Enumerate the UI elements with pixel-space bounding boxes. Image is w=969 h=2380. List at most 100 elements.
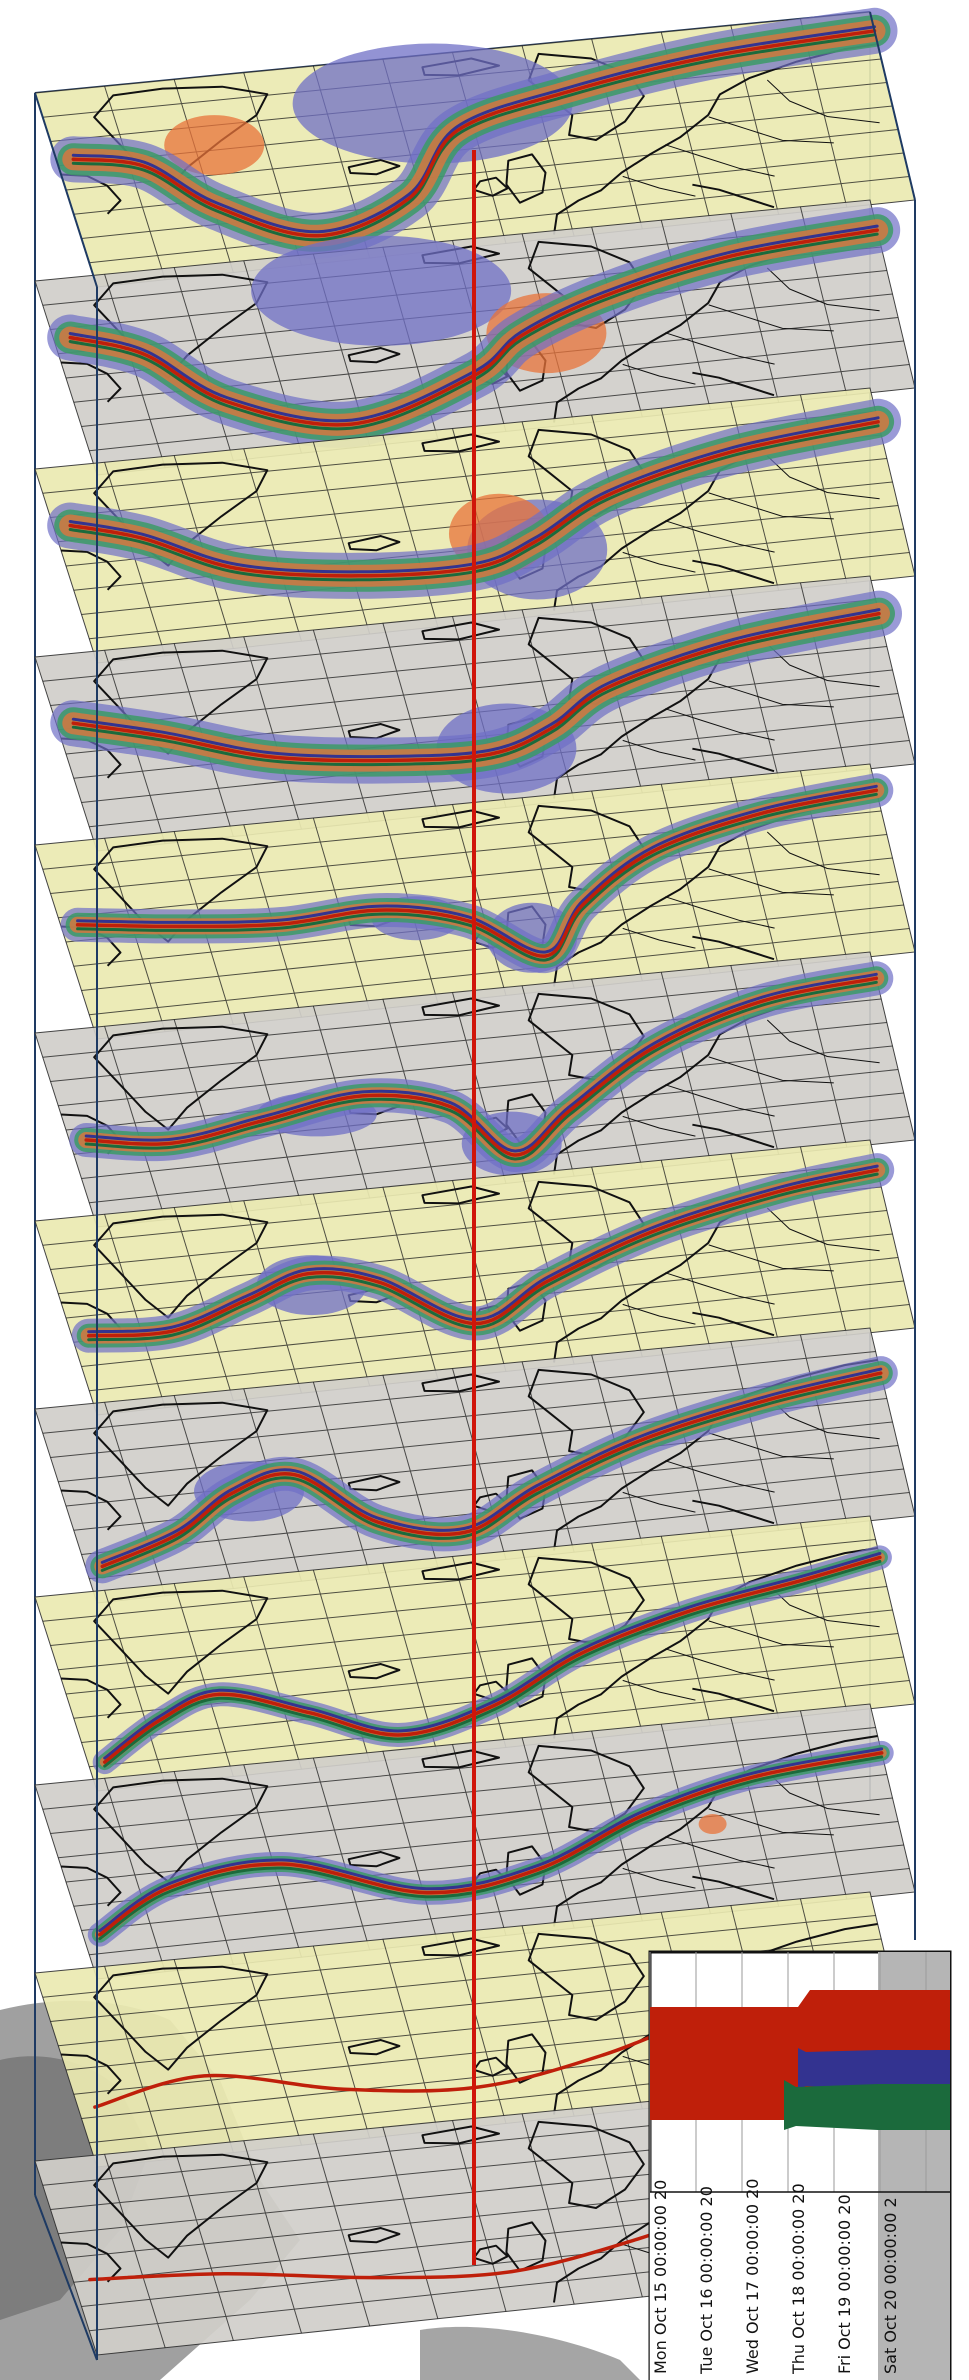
country-border [664, 896, 775, 929]
country-border [622, 1115, 696, 1137]
parallel-line [89, 1680, 910, 1768]
country-border [708, 492, 834, 520]
coastline [347, 1851, 401, 1868]
country-border [708, 1244, 834, 1272]
ensemble-member-line [100, 1375, 883, 1572]
jetstream-ensemble [50, 590, 902, 784]
timeline-date-label: Wed Oct 17 00:00:00 20 [743, 2179, 762, 2374]
timeline-date-labels: Mon Oct 15 00:00:00 20 Tue Oct 16 00:00:… [651, 2179, 900, 2375]
country-border [622, 175, 696, 197]
coastline [60, 361, 122, 403]
ensemble-member-line [71, 616, 881, 767]
ensemble-member-line [103, 1551, 882, 1760]
coastline [692, 371, 775, 397]
ensemble-member-line [84, 972, 878, 1153]
timeline-green-member-bar [784, 2080, 950, 2130]
country-border [708, 1056, 834, 1084]
country-border [708, 304, 834, 332]
coastline [505, 153, 547, 204]
jetstream-ensemble [69, 961, 894, 1172]
timeline-date-label: Fri Oct 19 00:00:00 20 [835, 2194, 854, 2374]
ensemble-member-line-red [75, 788, 879, 958]
ensemble-member-line [103, 1559, 882, 1768]
parallel-line [42, 1163, 876, 1246]
box-edge-top-right [869, 11, 916, 201]
country-border [708, 116, 834, 144]
ensemble-member-line-red [86, 1168, 879, 1338]
ensemble-member-line [76, 792, 878, 962]
ensemble-member-line-red [98, 1751, 884, 1937]
coastline [93, 1777, 269, 1883]
country-border [664, 1084, 775, 1117]
country-border [664, 1836, 775, 1869]
timeline-label-shade [878, 2192, 950, 2380]
ensemble-member-line [71, 33, 876, 242]
coastline [421, 1937, 500, 1957]
timeline-date-label: Thu Oct 18 00:00:00 20 [789, 2183, 808, 2375]
coastline [347, 2039, 401, 2056]
parallel-line [50, 1750, 882, 1834]
parallel-line [42, 599, 876, 682]
parallel-line [89, 552, 910, 640]
parallel-line [42, 975, 876, 1058]
country-border [766, 455, 880, 500]
jetstream-ensemble [87, 1740, 894, 1947]
ensemble-member-line [98, 1747, 884, 1933]
country-border [622, 363, 696, 385]
parallel-line [42, 1539, 876, 1622]
coastline [692, 1311, 775, 1337]
coastline [60, 2241, 122, 2283]
timeline-date-label: Mon Oct 15 00:00:00 20 [651, 2180, 670, 2374]
coastline [347, 1663, 401, 1680]
timeline-frame: Mon Oct 15 00:00:00 20 Tue Oct 16 00:00:… [648, 1950, 952, 2380]
coastline [347, 535, 401, 552]
coastline [421, 1185, 500, 1205]
country-border [708, 1808, 834, 1836]
coastline [60, 2053, 122, 2095]
ensemble-member-line [98, 1755, 884, 1941]
country-border [664, 520, 775, 553]
country-border [622, 739, 696, 761]
parallel-line [65, 1045, 893, 1131]
jetstream-ensemble [50, 7, 898, 259]
ensemble-member-line-red [71, 29, 877, 238]
country-border [622, 1491, 696, 1513]
box-edge-bottom-left [34, 2194, 98, 2361]
ensemble-member-line-red [102, 1555, 882, 1764]
country-border [664, 708, 775, 741]
coastline [692, 1123, 775, 1149]
coastline [692, 1499, 775, 1525]
coastline [347, 347, 401, 364]
country-border [766, 267, 880, 312]
ensemble-member-line-red [100, 1371, 883, 1569]
coastline [347, 159, 401, 176]
ensemble-member-line [100, 1367, 883, 1564]
country-border [622, 927, 696, 949]
country-border [708, 680, 834, 708]
coastline [527, 2120, 645, 2209]
coastline [421, 1561, 500, 1581]
coastline [93, 2153, 269, 2259]
parallel-line [50, 1374, 882, 1458]
ensemble-spread-region [251, 235, 512, 346]
ensemble-member-line [87, 1172, 879, 1342]
timeline-date-label: Tue Oct 16 00:00:00 20 [697, 2186, 716, 2375]
parallel-line [50, 1562, 882, 1646]
country-border [622, 551, 696, 573]
jetstream-ensemble [71, 1153, 895, 1353]
ensemble-member-line [87, 1164, 879, 1334]
country-border [664, 1460, 775, 1493]
timeline-date-label: Sat Oct 20 00:00:00 2 [881, 2197, 900, 2374]
parallel-line [42, 411, 876, 494]
ensemble-member-line [76, 784, 878, 954]
box-edge-top-left [34, 92, 98, 288]
coastline [692, 559, 775, 585]
coastline [692, 183, 775, 209]
coastline [692, 935, 775, 961]
coastline [421, 2125, 500, 2145]
coastline [692, 1875, 775, 1901]
country-border [766, 79, 880, 124]
parallel-line [89, 176, 910, 264]
